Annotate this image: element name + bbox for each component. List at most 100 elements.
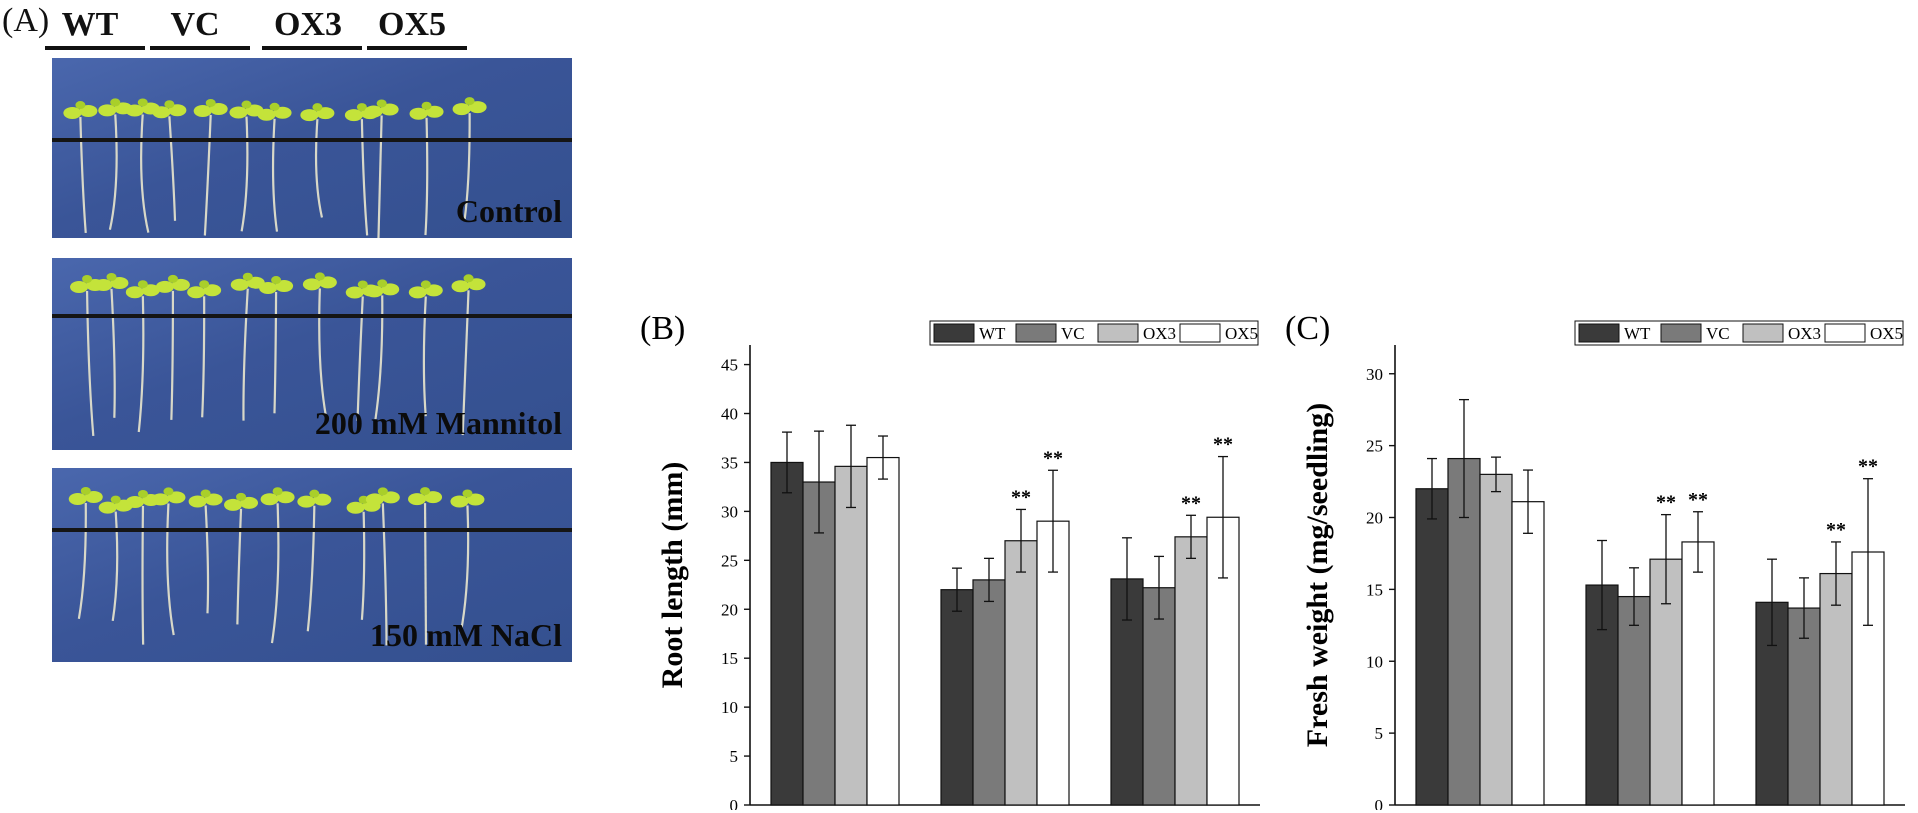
root xyxy=(168,116,177,221)
seedlings-illustration xyxy=(63,97,487,238)
bar-vc xyxy=(1142,587,1176,806)
genotype-underline-ox5 xyxy=(367,46,467,50)
leaf xyxy=(409,107,428,120)
y-tick-label: 20 xyxy=(1366,509,1383,528)
leaf xyxy=(230,278,249,291)
bar-ox5 xyxy=(1681,541,1715,806)
leaf xyxy=(240,496,259,509)
y-axis-label: Fresh weight (mg/seedling) xyxy=(1301,403,1334,747)
condition-label-control: Control xyxy=(455,193,562,229)
significance-marker: ** xyxy=(1213,434,1233,456)
significance-marker: ** xyxy=(1826,519,1846,541)
leaf xyxy=(84,490,103,503)
root xyxy=(377,115,383,238)
leaf xyxy=(380,103,399,116)
leaf xyxy=(163,487,174,496)
y-tick-label: 0 xyxy=(730,796,739,810)
leaf xyxy=(344,109,363,122)
leaf xyxy=(80,486,91,495)
leaf xyxy=(63,107,82,120)
root xyxy=(424,117,429,236)
significance-marker: ** xyxy=(1043,447,1063,469)
genotype-underline-vc xyxy=(150,46,250,50)
root xyxy=(463,113,471,220)
leaf xyxy=(94,278,113,291)
legend-label: WT xyxy=(979,324,1006,343)
leaf xyxy=(420,280,431,289)
root xyxy=(79,117,87,234)
seedlings-illustration xyxy=(70,272,486,437)
root xyxy=(356,296,364,421)
leaf xyxy=(408,493,427,506)
leaf xyxy=(318,276,337,289)
leaf xyxy=(110,495,121,504)
leaf xyxy=(68,492,87,505)
y-tick-label: 35 xyxy=(721,453,738,472)
root xyxy=(360,511,366,620)
leaf xyxy=(204,493,223,506)
legend-swatch xyxy=(1015,323,1057,343)
bar-vc xyxy=(972,579,1006,806)
bar-wt xyxy=(770,461,804,806)
root xyxy=(201,296,206,418)
leaf xyxy=(300,109,319,122)
root xyxy=(77,502,87,620)
leaf xyxy=(450,495,469,508)
legend-label: OX3 xyxy=(1143,324,1176,343)
legend-swatch xyxy=(933,323,975,343)
legend-label: OX3 xyxy=(1788,324,1821,343)
leaf xyxy=(467,278,486,291)
legend-swatch xyxy=(1824,323,1866,343)
bar-ox3 xyxy=(1004,540,1038,806)
leaf xyxy=(466,493,485,506)
leaf xyxy=(365,285,384,298)
leaf xyxy=(364,105,383,118)
leaf xyxy=(241,100,252,109)
leaf xyxy=(151,493,170,506)
agar-line xyxy=(52,528,572,532)
leaf xyxy=(200,489,211,498)
significance-marker: ** xyxy=(1858,456,1878,478)
legend-label: VC xyxy=(1706,324,1730,343)
leaf xyxy=(424,284,443,297)
bar-wt xyxy=(1415,488,1449,806)
leaf xyxy=(463,274,474,283)
leaf xyxy=(452,103,471,116)
leaf xyxy=(236,492,247,501)
leaf xyxy=(462,489,473,498)
leaf xyxy=(269,102,280,111)
root xyxy=(306,505,316,632)
leaf xyxy=(98,104,117,117)
leaf xyxy=(316,107,335,120)
leaf xyxy=(346,501,365,514)
leaf xyxy=(125,104,144,117)
root xyxy=(203,114,212,236)
significance-marker: ** xyxy=(1181,492,1201,514)
genotype-label-ox3: OX3 xyxy=(274,6,342,43)
y-axis-label: Root length (mm) xyxy=(656,462,689,689)
genotype-label-vc: VC xyxy=(170,6,220,43)
leaf xyxy=(106,272,117,281)
root xyxy=(422,296,427,417)
leaf xyxy=(141,284,160,297)
seedling-photo-mannitol: 200 mM Mannitol xyxy=(52,258,572,450)
leaf xyxy=(209,102,228,115)
leaf xyxy=(468,101,487,114)
root xyxy=(381,503,388,646)
agar-line xyxy=(52,138,572,142)
seedlings-illustration xyxy=(68,486,485,646)
bar-ox3 xyxy=(1819,572,1853,806)
leaf xyxy=(357,280,368,289)
leaf xyxy=(381,283,400,296)
leaf xyxy=(125,286,144,299)
leaf xyxy=(188,495,207,508)
leaf xyxy=(171,278,190,291)
bar-vc xyxy=(802,481,836,806)
leaf xyxy=(312,103,323,112)
leaf xyxy=(464,97,475,106)
root xyxy=(137,296,145,433)
leaf xyxy=(75,101,86,110)
y-tick-label: 30 xyxy=(1366,365,1383,384)
leaf xyxy=(125,495,144,508)
leaf xyxy=(155,280,174,293)
